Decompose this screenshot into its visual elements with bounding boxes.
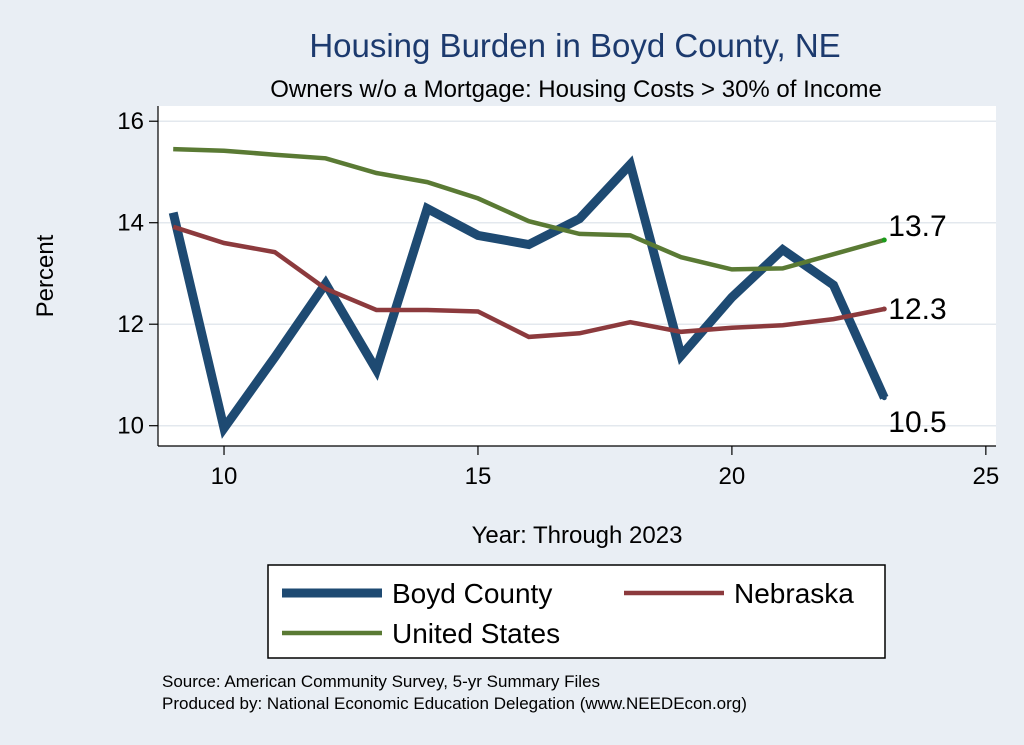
y-axis-title: Percent — [32, 234, 59, 317]
y-tick-label-12: 12 — [117, 311, 144, 338]
end-point-nebraska — [881, 306, 887, 312]
end-label-united-states: 13.7 — [888, 210, 946, 243]
source-note: Source: American Community Survey, 5-yr … — [162, 672, 600, 691]
end-labels: 10.5 12.3 13.7 — [888, 210, 946, 439]
x-tick-label-20: 20 — [719, 463, 746, 490]
chart-title: Housing Burden in Boyd County, NE — [309, 27, 840, 64]
legend-box — [267, 564, 886, 659]
x-axis-title: Year: Through 2023 — [472, 522, 683, 549]
x-tick-label-15: 15 — [465, 463, 492, 490]
end-point-united-states — [881, 237, 887, 243]
end-point-boyd-county — [881, 395, 887, 401]
series-line-boyd-county — [168, 155, 889, 439]
series-line-nebraska — [172, 224, 885, 340]
end-label-boyd-county: 10.5 — [888, 406, 946, 439]
plot-area — [158, 106, 996, 446]
y-tick-label-14: 14 — [117, 210, 144, 237]
end-label-nebraska: 12.3 — [888, 293, 946, 326]
x-tick-label-25: 25 — [972, 463, 999, 490]
legend-label-nebraska: Nebraska — [734, 578, 854, 609]
axes: 10 12 14 16 10 15 20 25 — [117, 106, 999, 490]
series-line-united-states — [173, 146, 885, 272]
producer-note: Produced by: National Economic Education… — [162, 694, 747, 713]
x-tick-label-10: 10 — [211, 463, 238, 490]
chart-subtitle: Owners w/o a Mortgage: Housing Costs > 3… — [270, 76, 882, 103]
y-tick-label-10: 10 — [117, 413, 144, 440]
series-layer — [168, 146, 889, 439]
y-tick-label-16: 16 — [117, 108, 144, 135]
legend-label-united-states: United States — [392, 618, 560, 649]
legend: Boyd County Nebraska United States — [267, 564, 886, 659]
legend-label-boyd-county: Boyd County — [392, 578, 552, 609]
